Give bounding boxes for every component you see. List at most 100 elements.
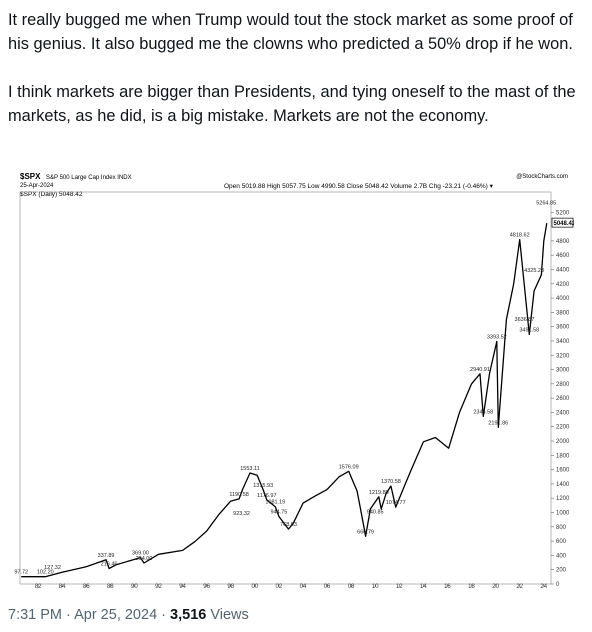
tweet-date[interactable]: Apr 25, 2024 bbox=[74, 607, 158, 623]
y-axis: 0 200 400 600 800 1000 1200 1400 1600 1800 2000 220… bbox=[551, 210, 574, 588]
chart-date: 25-Apr-2024 bbox=[20, 183, 54, 189]
price-annotation: 940.85 bbox=[367, 510, 384, 516]
meta-separator: · bbox=[62, 607, 75, 623]
price-annotation: 102.20 bbox=[37, 570, 54, 576]
price-annotation: 1315.93 bbox=[253, 483, 273, 489]
x-axis: 82 84 86 88 90 92 94 96 98 00 02 04 06 08 10 12 14 16 18 20… bbox=[35, 584, 548, 590]
tweet-meta: 7:31 PM · Apr 25, 2024 · 3,516 Views bbox=[8, 607, 249, 623]
x-tick-label: 86 bbox=[83, 584, 90, 590]
y-tick-label: 3600 bbox=[556, 325, 570, 331]
stock-chart: $SPX S&P 500 Large Cap Index INDX 25-Apr… bbox=[8, 170, 574, 590]
x-tick-label: 16 bbox=[444, 584, 451, 590]
y-tick-label: 1000 bbox=[556, 511, 570, 517]
price-annotation: 369.00 bbox=[132, 551, 149, 557]
price-annotation: 1176.97 bbox=[257, 493, 276, 499]
y-tick-label: 0 bbox=[556, 582, 560, 588]
y-tick-label: 4400 bbox=[556, 267, 570, 273]
chart-legend: $SPX (Daily) 5048.42 bbox=[20, 191, 83, 198]
y-tick-label: 2800 bbox=[556, 382, 570, 388]
x-tick-label: 94 bbox=[179, 584, 186, 590]
price-annotation: 944.75 bbox=[270, 510, 287, 516]
meta-separator: · bbox=[157, 607, 171, 623]
last-value-box bbox=[551, 217, 574, 228]
tweet-text: It really bugged me when Trump would tou… bbox=[8, 8, 586, 152]
y-tick-label: 800 bbox=[556, 525, 567, 531]
x-tick-label: 84 bbox=[59, 584, 66, 590]
x-tick-label: 12 bbox=[396, 584, 403, 590]
price-annotation: 1081.19 bbox=[265, 500, 285, 506]
y-tick-label: 2600 bbox=[556, 396, 570, 402]
tweet-paragraph-1: It really bugged me when Trump would tou… bbox=[8, 11, 573, 53]
chart-ohlc: Open 5019.88 High 5057.75 Low 4990.58 Cl… bbox=[224, 183, 494, 190]
price-annotation: 2940.91 bbox=[470, 367, 490, 373]
x-tick-label: 92 bbox=[155, 584, 162, 590]
chart-source: @StockCharts.com bbox=[516, 174, 568, 180]
price-annotation: 4818.62 bbox=[510, 233, 530, 239]
price-annotation: 337.89 bbox=[98, 553, 115, 559]
price-annotation: 127.32 bbox=[44, 565, 61, 571]
y-tick-label: 2200 bbox=[556, 425, 570, 431]
price-series-line bbox=[21, 222, 548, 578]
x-tick-label: 10 bbox=[372, 584, 379, 590]
x-tick-label: 98 bbox=[227, 584, 234, 590]
x-tick-label: 82 bbox=[35, 584, 42, 590]
y-tick-label: 1600 bbox=[556, 468, 570, 474]
y-tick-label: 400 bbox=[556, 553, 567, 559]
y-tick-label: 3800 bbox=[556, 310, 570, 316]
x-tick-label: 88 bbox=[107, 584, 114, 590]
x-tick-label: 00 bbox=[251, 584, 258, 590]
y-tick-label: 1400 bbox=[556, 482, 570, 488]
y-tick-label: 600 bbox=[556, 539, 567, 545]
price-annotation: 216.46 bbox=[101, 562, 118, 568]
y-tick-label: 1800 bbox=[556, 453, 570, 459]
price-annotation: 3491.58 bbox=[519, 327, 539, 333]
x-tick-label: 08 bbox=[348, 584, 355, 590]
price-annotation: 1190.58 bbox=[229, 492, 248, 498]
x-tick-label: 22 bbox=[516, 584, 523, 590]
price-annotation: 3393.52 bbox=[487, 334, 507, 340]
chart-symbol: $SPX bbox=[20, 172, 41, 181]
y-tick-label: 4600 bbox=[556, 253, 570, 259]
views-label: Views bbox=[206, 607, 249, 623]
price-annotation: 1553.11 bbox=[240, 466, 259, 472]
x-tick-label: 02 bbox=[276, 584, 283, 590]
y-tick-label: 3400 bbox=[556, 339, 570, 345]
chart-index-name: S&P 500 Large Cap Index INDX bbox=[46, 175, 132, 181]
y-tick-label: 4200 bbox=[556, 282, 570, 288]
x-tick-label: 24 bbox=[540, 584, 547, 590]
price-annotation: 1370.58 bbox=[381, 479, 401, 485]
y-tick-label: 2000 bbox=[556, 439, 570, 445]
price-annotation: 666.79 bbox=[357, 529, 374, 535]
x-tick-label: 20 bbox=[492, 584, 499, 590]
y-tick-label: 1200 bbox=[556, 496, 570, 502]
last-value-label: 5048.42 bbox=[554, 221, 575, 227]
price-annotation: 2191.86 bbox=[488, 420, 508, 426]
y-tick-label: 3000 bbox=[556, 368, 570, 374]
x-tick-label: 14 bbox=[420, 584, 427, 590]
price-annotation: 768.63 bbox=[280, 522, 297, 528]
price-annotation: 2346.58 bbox=[473, 409, 493, 415]
price-line-group bbox=[21, 222, 548, 578]
y-tick-label: 4000 bbox=[556, 296, 570, 302]
x-tick-label: 90 bbox=[131, 584, 138, 590]
chart-image[interactable]: $SPX S&P 500 Large Cap Index INDX 25-Apr… bbox=[8, 170, 574, 590]
price-annotation: 3636.87 bbox=[515, 317, 535, 323]
views-count: 3,516 bbox=[170, 607, 207, 623]
y-tick-label: 2400 bbox=[556, 410, 570, 416]
price-annotation: 923.32 bbox=[233, 511, 250, 517]
x-tick-label: 06 bbox=[324, 584, 331, 590]
chart-background bbox=[8, 170, 574, 590]
plot-frame bbox=[19, 191, 552, 585]
price-annotation: 294.00 bbox=[136, 556, 153, 562]
tweet-paragraph-2: I think markets are bigger than Presiden… bbox=[8, 83, 576, 125]
price-annotation: 97.72 bbox=[14, 570, 28, 576]
price-annotation: 1074.77 bbox=[386, 500, 406, 506]
tweet-time[interactable]: 7:31 PM bbox=[8, 607, 62, 623]
price-annotation: 1576.09 bbox=[339, 464, 359, 470]
y-tick-label: 4800 bbox=[556, 239, 570, 245]
y-tick-label: 3200 bbox=[556, 353, 570, 359]
price-annotation: 5264.85 bbox=[536, 201, 556, 207]
x-tick-label: 04 bbox=[300, 584, 307, 590]
price-annotation: 1219.80 bbox=[369, 490, 389, 496]
